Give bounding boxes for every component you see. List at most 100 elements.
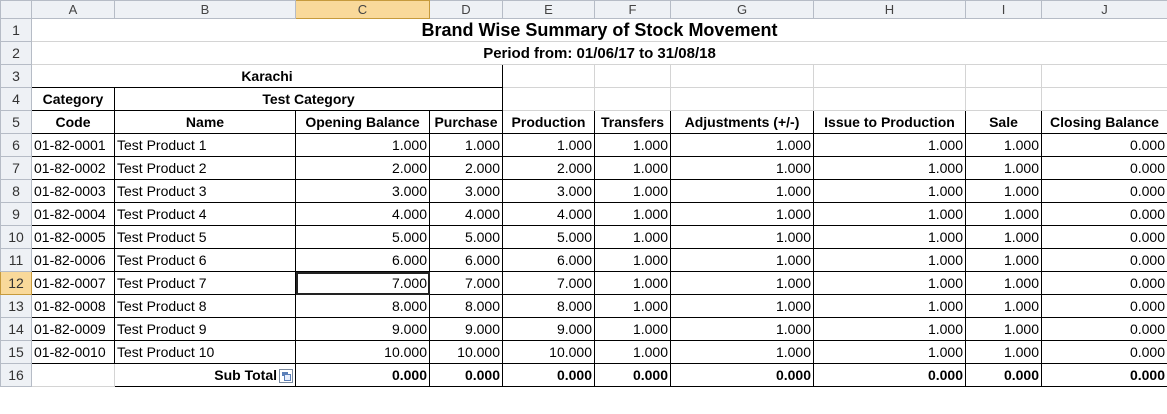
- column-header-b[interactable]: B: [114, 0, 296, 19]
- production-cell[interactable]: 6.000: [502, 248, 595, 272]
- sale-cell[interactable]: 1.000: [965, 317, 1042, 341]
- closing-cell[interactable]: 0.000: [1041, 202, 1167, 226]
- purchase-cell[interactable]: 5.000: [429, 225, 503, 249]
- closing-cell[interactable]: 0.000: [1041, 317, 1167, 341]
- name-cell[interactable]: Test Product 9: [114, 317, 296, 341]
- issue-cell[interactable]: 1.000: [813, 179, 966, 203]
- purchase-cell[interactable]: 8.000: [429, 294, 503, 318]
- row-header[interactable]: 14: [0, 317, 32, 341]
- closing-cell[interactable]: 0.000: [1041, 271, 1167, 295]
- cell[interactable]: [594, 87, 671, 111]
- name-cell[interactable]: Test Product 1: [114, 133, 296, 157]
- column-header-i[interactable]: I: [965, 0, 1042, 19]
- production-cell[interactable]: 5.000: [502, 225, 595, 249]
- column-header-h[interactable]: H: [813, 0, 966, 19]
- category-value-cell[interactable]: Test Category: [114, 87, 503, 111]
- opening-cell[interactable]: 2.000: [295, 156, 430, 180]
- cell[interactable]: [1041, 87, 1167, 111]
- transfers-cell[interactable]: 1.000: [594, 225, 671, 249]
- cell[interactable]: [813, 64, 966, 88]
- name-cell[interactable]: Test Product 2: [114, 156, 296, 180]
- transfers-cell[interactable]: 1.000: [594, 133, 671, 157]
- row-header[interactable]: 7: [0, 156, 32, 180]
- closing-cell[interactable]: 0.000: [1041, 156, 1167, 180]
- cell[interactable]: [813, 87, 966, 111]
- code-cell[interactable]: 01-82-0007: [31, 271, 115, 295]
- row-header[interactable]: 12: [0, 271, 32, 295]
- header-opening-balance[interactable]: Opening Balance: [295, 110, 430, 134]
- purchase-cell[interactable]: 2.000: [429, 156, 503, 180]
- closing-cell[interactable]: 0.000: [1041, 179, 1167, 203]
- purchase-cell[interactable]: 1.000: [429, 133, 503, 157]
- row-header[interactable]: 5: [0, 110, 32, 134]
- category-label-cell[interactable]: Category: [31, 87, 115, 111]
- header-name[interactable]: Name: [114, 110, 296, 134]
- closing-cell[interactable]: 0.000: [1041, 225, 1167, 249]
- adjustments-cell[interactable]: 1.000: [670, 133, 814, 157]
- code-cell[interactable]: 01-82-0006: [31, 248, 115, 272]
- production-cell[interactable]: 9.000: [502, 317, 595, 341]
- production-cell[interactable]: 7.000: [502, 271, 595, 295]
- production-cell[interactable]: 4.000: [502, 202, 595, 226]
- cell[interactable]: [502, 87, 595, 111]
- row-header[interactable]: 6: [0, 133, 32, 157]
- sale-cell[interactable]: 1.000: [965, 340, 1042, 364]
- purchase-cell[interactable]: 6.000: [429, 248, 503, 272]
- opening-cell[interactable]: 9.000: [295, 317, 430, 341]
- issue-cell[interactable]: 1.000: [813, 340, 966, 364]
- header-closing-balance[interactable]: Closing Balance: [1041, 110, 1167, 134]
- subtotal-sale[interactable]: 0.000: [965, 363, 1042, 387]
- row-header[interactable]: 15: [0, 340, 32, 364]
- subtotal-opening[interactable]: 0.000: [295, 363, 430, 387]
- opening-cell[interactable]: 10.000: [295, 340, 430, 364]
- code-cell[interactable]: 01-82-0009: [31, 317, 115, 341]
- column-header-e[interactable]: E: [502, 0, 595, 19]
- column-header-c[interactable]: C: [295, 0, 430, 19]
- name-cell[interactable]: Test Product 10: [114, 340, 296, 364]
- cell[interactable]: [670, 87, 814, 111]
- transfers-cell[interactable]: 1.000: [594, 271, 671, 295]
- row-header[interactable]: 8: [0, 179, 32, 203]
- code-cell[interactable]: 01-82-0005: [31, 225, 115, 249]
- adjustments-cell[interactable]: 1.000: [670, 340, 814, 364]
- issue-cell[interactable]: 1.000: [813, 202, 966, 226]
- sale-cell[interactable]: 1.000: [965, 156, 1042, 180]
- adjustments-cell[interactable]: 1.000: [670, 317, 814, 341]
- transfers-cell[interactable]: 1.000: [594, 248, 671, 272]
- header-code[interactable]: Code: [31, 110, 115, 134]
- sale-cell[interactable]: 1.000: [965, 133, 1042, 157]
- code-cell[interactable]: 01-82-0010: [31, 340, 115, 364]
- column-header-g[interactable]: G: [670, 0, 814, 19]
- closing-cell[interactable]: 0.000: [1041, 294, 1167, 318]
- opening-cell[interactable]: 5.000: [295, 225, 430, 249]
- production-cell[interactable]: 8.000: [502, 294, 595, 318]
- closing-cell[interactable]: 0.000: [1041, 248, 1167, 272]
- row-header[interactable]: 16: [0, 363, 32, 387]
- paste-options-icon[interactable]: [279, 369, 293, 384]
- sale-cell[interactable]: 1.000: [965, 271, 1042, 295]
- header-transfers[interactable]: Transfers: [594, 110, 671, 134]
- row-header[interactable]: 10: [0, 225, 32, 249]
- name-cell[interactable]: Test Product 8: [114, 294, 296, 318]
- header-purchase[interactable]: Purchase: [429, 110, 503, 134]
- row-header[interactable]: 2: [0, 41, 32, 65]
- purchase-cell[interactable]: 7.000: [429, 271, 503, 295]
- opening-cell[interactable]: 4.000: [295, 202, 430, 226]
- cell[interactable]: [502, 64, 595, 88]
- issue-cell[interactable]: 1.000: [813, 156, 966, 180]
- row-header[interactable]: 3: [0, 64, 32, 88]
- header-issue-to-production[interactable]: Issue to Production: [813, 110, 966, 134]
- issue-cell[interactable]: 1.000: [813, 294, 966, 318]
- opening-cell[interactable]: 6.000: [295, 248, 430, 272]
- column-header-d[interactable]: D: [429, 0, 503, 19]
- adjustments-cell[interactable]: 1.000: [670, 225, 814, 249]
- purchase-cell[interactable]: 10.000: [429, 340, 503, 364]
- purchase-cell[interactable]: 3.000: [429, 179, 503, 203]
- transfers-cell[interactable]: 1.000: [594, 294, 671, 318]
- sale-cell[interactable]: 1.000: [965, 225, 1042, 249]
- purchase-cell[interactable]: 4.000: [429, 202, 503, 226]
- adjustments-cell[interactable]: 1.000: [670, 294, 814, 318]
- cell[interactable]: [594, 64, 671, 88]
- sale-cell[interactable]: 1.000: [965, 202, 1042, 226]
- subtotal-production[interactable]: 0.000: [502, 363, 595, 387]
